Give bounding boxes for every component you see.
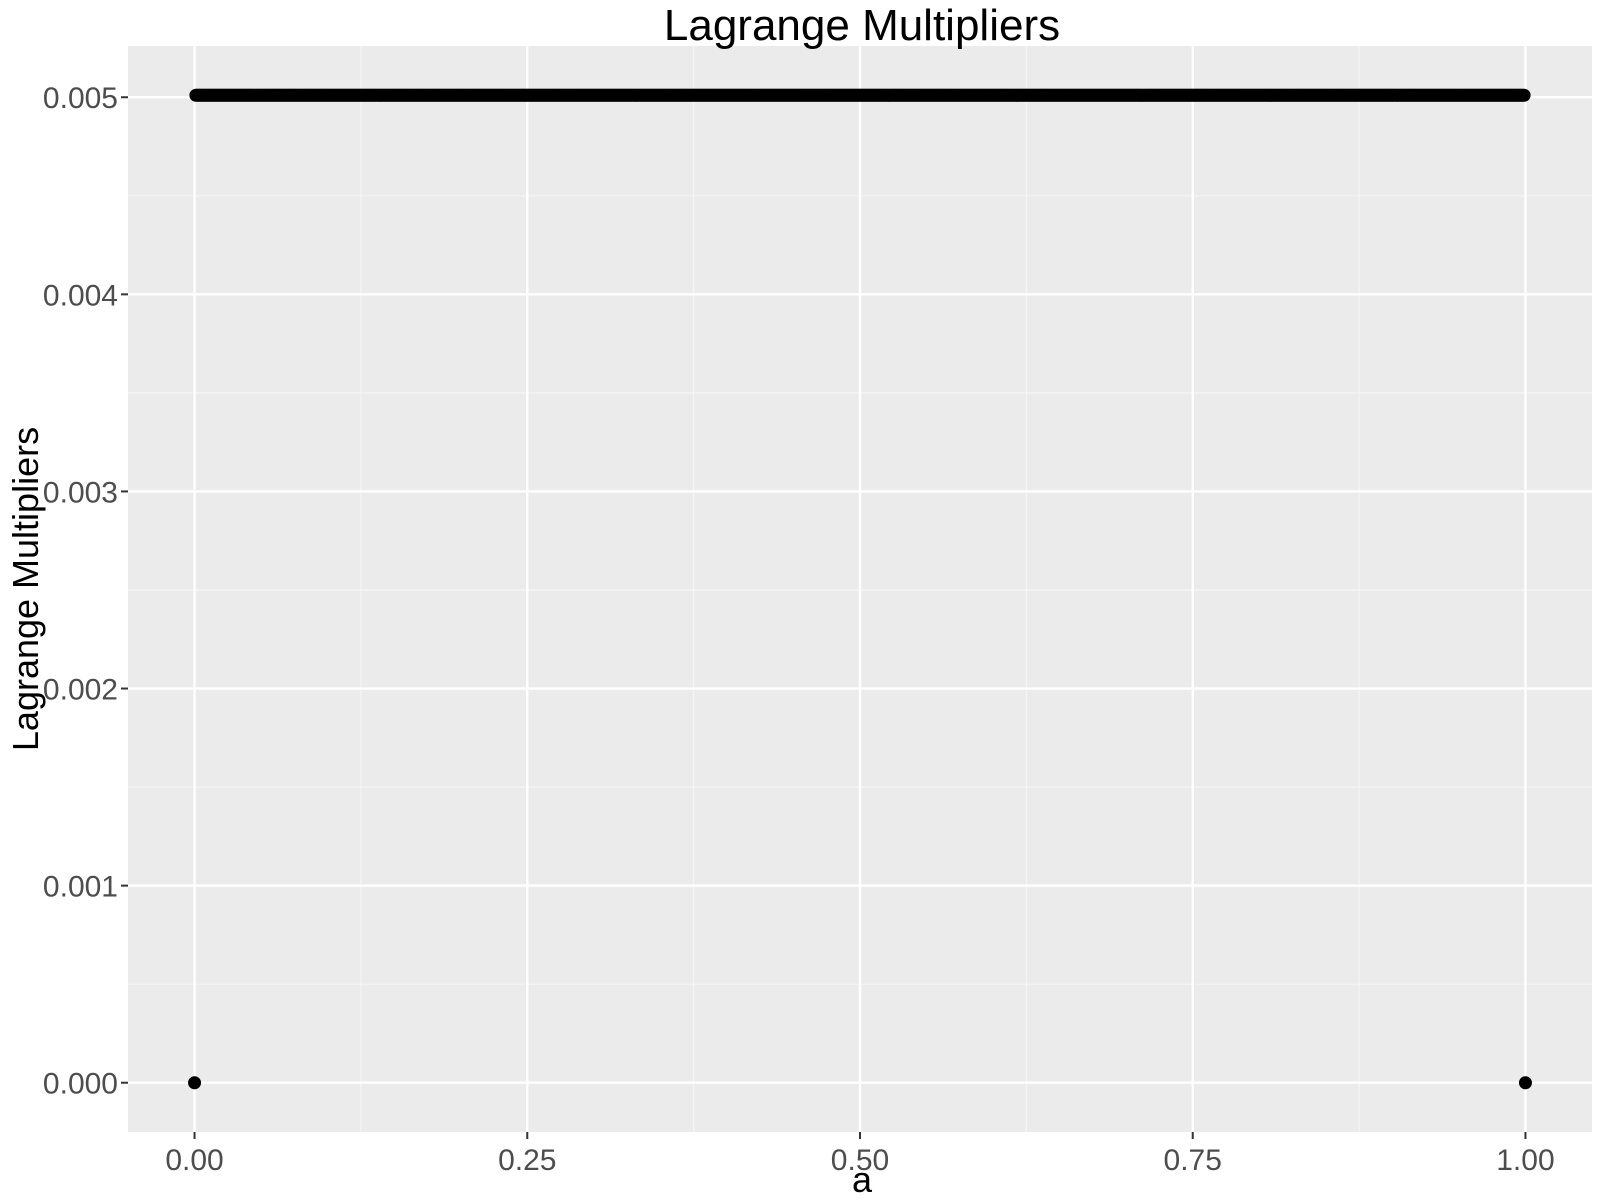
- y-tick-label: 0.005: [43, 82, 118, 115]
- x-tick-label: 0.75: [1164, 1144, 1222, 1177]
- x-tick-label: 0.00: [165, 1144, 223, 1177]
- x-tick-label: 0.50: [831, 1144, 889, 1177]
- y-tick-label: 0.001: [43, 871, 118, 904]
- x-tick-label: 0.25: [498, 1144, 556, 1177]
- chart-title: Lagrange Multipliers: [664, 1, 1060, 50]
- x-axis: 0.00 0.25 0.50 0.75 1.00: [165, 1132, 1555, 1177]
- y-tick-label: 0.004: [43, 279, 118, 312]
- x-axis-title: a: [852, 1159, 873, 1200]
- y-tick-label: 0.000: [43, 1068, 118, 1101]
- data-points: [188, 88, 1532, 1090]
- y-axis-title: Lagrange Multipliers: [5, 427, 46, 751]
- data-point: [1517, 88, 1531, 102]
- x-tick-label: 1.00: [1496, 1144, 1554, 1177]
- y-tick-label: 0.003: [43, 476, 118, 509]
- data-point: [188, 1076, 202, 1090]
- y-tick-label: 0.002: [43, 674, 118, 707]
- y-axis: 0.000 0.001 0.002 0.003 0.004 0.005: [43, 82, 128, 1101]
- data-point: [1518, 1076, 1532, 1090]
